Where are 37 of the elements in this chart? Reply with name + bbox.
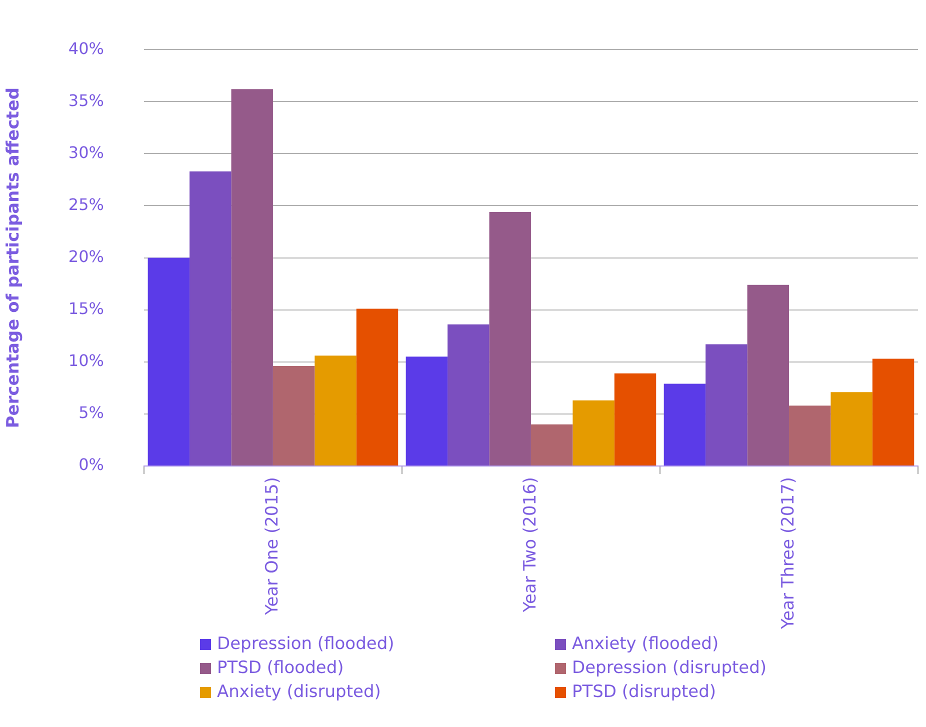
y-tick-label: 40% (68, 38, 104, 58)
y-tick-label: 5% (78, 403, 104, 422)
legend-label: PTSD (flooded) (217, 658, 344, 678)
y-tick-label: 20% (68, 246, 104, 266)
legend-label: Anxiety (flooded) (572, 634, 719, 654)
y-tick-label: 25% (68, 194, 104, 214)
bar (872, 358, 914, 466)
bar (706, 344, 748, 466)
y-tick-label: 35% (68, 90, 104, 110)
bar (489, 212, 531, 466)
bar (148, 258, 190, 466)
y-tick-label: 15% (68, 298, 104, 318)
bar (406, 356, 448, 466)
x-tick-label: Year Two (2016) (520, 476, 540, 614)
bar (448, 324, 490, 466)
bar (314, 356, 356, 466)
bar (664, 384, 706, 466)
bar (356, 308, 398, 466)
legend-label: Anxiety (disrupted) (217, 682, 381, 702)
y-axis-title: Percentage of participants affected (4, 87, 24, 428)
y-tick-label: 10% (68, 351, 104, 370)
bar (272, 366, 315, 466)
bar (747, 284, 789, 466)
bar (572, 400, 614, 466)
bar (231, 89, 273, 466)
y-tick-label: 0% (78, 455, 104, 474)
x-tick-label: Year One (2015) (262, 476, 282, 616)
legend-label: Depression (flooded) (217, 634, 394, 654)
x-tick-label: Year Three (2017) (778, 476, 798, 630)
y-tick-label: 30% (68, 142, 104, 162)
bar (788, 406, 831, 466)
legend-label: PTSD (disrupted) (572, 682, 716, 702)
legend-label: Depression (disrupted) (572, 658, 767, 678)
bar (614, 373, 656, 466)
bar (190, 171, 232, 466)
bar (530, 424, 573, 466)
bar (830, 392, 872, 466)
